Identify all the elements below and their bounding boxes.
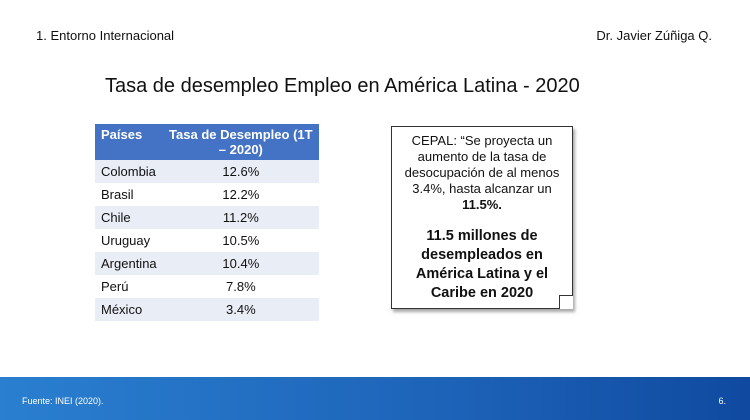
footer-bar: Fuente: INEI (2020). 6. <box>0 377 750 420</box>
section-label: 1. Entorno Internacional <box>36 28 175 43</box>
country-cell: Brasil <box>95 183 163 206</box>
note-quote: CEPAL: “Se proyecta un aumento de la tas… <box>404 133 560 196</box>
page-number: 6. <box>718 396 726 406</box>
table-row: Uruguay 10.5% <box>95 229 319 252</box>
rate-cell: 7.8% <box>162 275 319 298</box>
author-label: Dr. Javier Zúñiga Q. <box>596 28 712 43</box>
slide-title: Tasa de desempleo Empleo en América Lati… <box>105 75 580 97</box>
country-cell: Uruguay <box>95 229 163 252</box>
rate-cell: 12.6% <box>162 160 319 183</box>
country-cell: Chile <box>95 206 163 229</box>
country-cell: México <box>95 298 163 321</box>
note-quote-bold: 11.5%. <box>462 197 502 212</box>
rate-cell: 3.4% <box>162 298 319 321</box>
table-row: Colombia 12.6% <box>95 160 319 183</box>
table-row: México 3.4% <box>95 298 319 321</box>
country-cell: Argentina <box>95 252 163 275</box>
header-countries: Países <box>95 124 163 160</box>
note-highlight: 11.5 millones de desempleados en América… <box>415 228 549 301</box>
country-cell: Perú <box>95 275 163 298</box>
table-row: Perú 7.8% <box>95 275 319 298</box>
source-text: Fuente: INEI (2020). <box>22 396 104 406</box>
rate-cell: 12.2% <box>162 183 319 206</box>
unemployment-table: Países Tasa de Desempleo (1T – 2020) Col… <box>95 124 319 321</box>
page-fold-icon <box>559 295 573 309</box>
rate-cell: 11.2% <box>162 206 319 229</box>
rate-cell: 10.4% <box>162 252 319 275</box>
cepal-note: CEPAL: “Se proyecta un aumento de la tas… <box>391 126 573 309</box>
header-rate: Tasa de Desempleo (1T – 2020) <box>162 124 319 160</box>
table-row: Brasil 12.2% <box>95 183 319 206</box>
table-row: Chile 11.2% <box>95 206 319 229</box>
rate-cell: 10.5% <box>162 229 319 252</box>
table-row: Argentina 10.4% <box>95 252 319 275</box>
country-cell: Colombia <box>95 160 163 183</box>
